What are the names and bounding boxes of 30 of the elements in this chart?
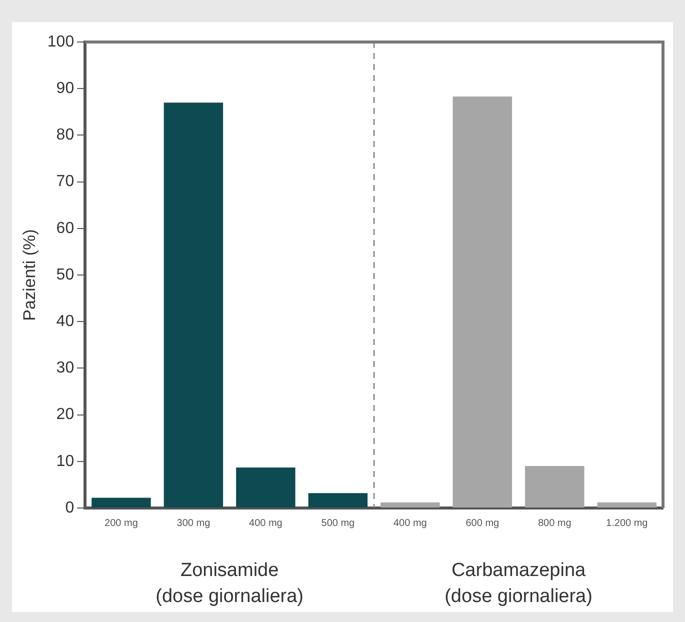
- text: Carbamazepina (dose giornaliera): [444, 560, 592, 607]
- text: Zonisamide (dose giornaliera): [156, 560, 304, 607]
- x-tick-label: 400 mg: [249, 518, 282, 529]
- y-tick-label: 90: [56, 80, 74, 98]
- y-tick-label: 30: [56, 360, 74, 377]
- x-tick-label: 200 mg: [104, 518, 138, 529]
- bar: [308, 493, 368, 508]
- y-axis-title: Pazienti (%): [20, 229, 39, 321]
- bar: [452, 96, 512, 508]
- bar: [236, 467, 296, 508]
- y-tick-label: 80: [56, 126, 74, 144]
- bar: [164, 102, 224, 508]
- x-tick-label: 600 mg: [466, 518, 500, 529]
- x-tick-label: 300 mg: [176, 518, 210, 529]
- x-tick-label: 800 mg: [538, 518, 572, 529]
- bar: [92, 498, 151, 508]
- y-tick-label: 60: [56, 220, 74, 237]
- x-tick-label: 500 mg: [321, 518, 355, 529]
- y-tick-label: 70: [56, 173, 74, 190]
- bar: [380, 502, 440, 508]
- y-tick-label: 50: [56, 266, 74, 284]
- bar: [525, 466, 584, 508]
- y-tick-label: 20: [56, 406, 74, 424]
- y-tick-label: 100: [47, 33, 74, 50]
- y-tick-label: 10: [56, 452, 74, 470]
- y-tick-label: 0: [65, 499, 74, 516]
- x-tick-label: 1.200 mg: [606, 518, 648, 529]
- y-tick-label: 40: [56, 313, 74, 330]
- x-tick-label: 400 mg: [393, 518, 427, 529]
- bar: [597, 502, 656, 508]
